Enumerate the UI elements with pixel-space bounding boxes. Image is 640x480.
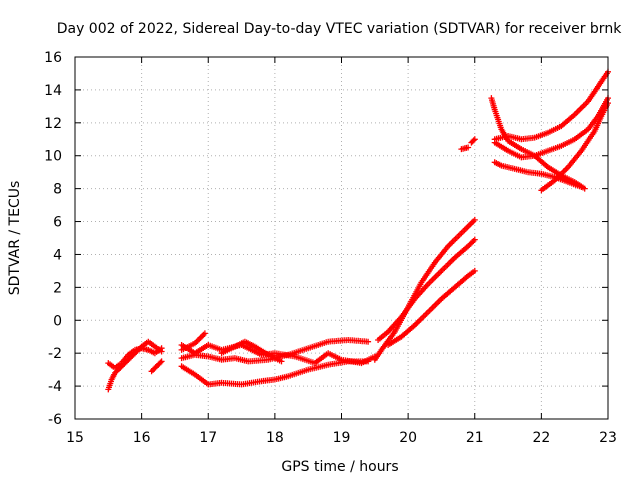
data-point (365, 338, 372, 345)
y-tick-label: -4 (48, 379, 62, 395)
series-arc-7 (178, 330, 208, 353)
y-tick-label: 16 (44, 50, 62, 66)
series-arc-15 (491, 159, 585, 190)
x-tick-label: 23 (599, 430, 617, 446)
data-point (278, 358, 285, 365)
y-tick-label: -6 (48, 412, 62, 428)
y-tick-label: 2 (53, 280, 62, 296)
data-point (157, 359, 164, 366)
series-arc-3 (148, 358, 165, 375)
series-arc-1 (105, 338, 165, 393)
y-tick-label: 4 (53, 247, 62, 263)
x-tick-label: 21 (466, 430, 484, 446)
x-tick-label: 19 (333, 430, 351, 446)
series-arc-16 (491, 95, 611, 161)
x-tick-label: 15 (66, 430, 84, 446)
series-arc-8 (218, 338, 285, 365)
y-tick-label: 0 (53, 313, 62, 329)
data-point (470, 137, 477, 144)
data-point (158, 358, 165, 365)
data-point (471, 236, 478, 243)
x-tick-label: 18 (266, 430, 284, 446)
data-point (578, 184, 585, 190)
y-tick-label: 12 (44, 116, 62, 132)
data-point (194, 337, 201, 344)
data-point (471, 216, 478, 223)
series-arc-14 (488, 95, 588, 192)
y-tick-label: -2 (48, 346, 62, 362)
x-tick-label: 22 (532, 430, 550, 446)
series-arc-2 (105, 345, 165, 371)
y-tick-label: 6 (53, 215, 62, 231)
data-point (471, 267, 478, 274)
x-tick-label: 20 (399, 430, 417, 446)
series-arc-10 (375, 236, 478, 343)
grid-lines (75, 57, 608, 419)
y-tick-label: 10 (44, 149, 62, 165)
series-arc-12 (458, 144, 472, 153)
series-arc-18 (538, 100, 611, 194)
data-point (469, 239, 476, 246)
y-tick-label: 14 (44, 83, 62, 99)
data-point (196, 336, 203, 343)
series-arc-11 (385, 267, 478, 348)
data-marks (105, 68, 611, 393)
x-tick-label: 16 (133, 430, 151, 446)
data-point (471, 136, 478, 143)
series-arc-6 (178, 337, 372, 365)
x-tick-label: 17 (199, 430, 217, 446)
data-point (158, 345, 165, 352)
y-tick-label: 8 (53, 182, 62, 198)
series-arc-13 (468, 136, 478, 146)
chart-title: Day 002 of 2022, Sidereal Day-to-day VTE… (57, 21, 622, 37)
data-point (581, 185, 588, 192)
data-point (465, 144, 472, 151)
data-point (201, 330, 208, 337)
x-axis-label: GPS time / hours (281, 459, 398, 475)
series-arc-4 (178, 358, 372, 388)
y-axis-label: SDTVAR / TECUs (7, 181, 23, 296)
axis-ticks: 15 16 17 18 19 20 21 22 23 -6 -4 -2 0 2 4 6 8 10 12 14 16 (44, 50, 617, 446)
